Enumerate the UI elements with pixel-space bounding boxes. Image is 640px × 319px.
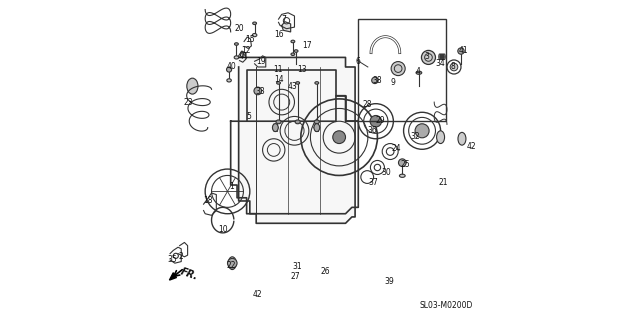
Circle shape [227, 67, 232, 72]
Ellipse shape [276, 120, 281, 124]
Text: 17: 17 [302, 41, 312, 50]
Polygon shape [239, 57, 355, 223]
Text: 39: 39 [385, 277, 394, 286]
Text: 13: 13 [297, 65, 307, 74]
Text: 14: 14 [274, 75, 284, 84]
Text: 8: 8 [451, 62, 456, 70]
Circle shape [422, 50, 435, 64]
Ellipse shape [187, 78, 198, 94]
Text: 18: 18 [203, 197, 212, 205]
Ellipse shape [273, 123, 278, 132]
Text: 10: 10 [218, 225, 228, 234]
Text: 31: 31 [292, 262, 302, 271]
Text: 42: 42 [252, 290, 262, 299]
Ellipse shape [227, 79, 231, 82]
Text: 5: 5 [246, 112, 252, 121]
Text: 20: 20 [235, 24, 244, 33]
Circle shape [399, 159, 406, 167]
Ellipse shape [399, 174, 405, 177]
Text: 6: 6 [355, 57, 360, 66]
Text: 22: 22 [227, 261, 236, 270]
Text: 2: 2 [178, 252, 183, 261]
Text: 38: 38 [372, 76, 381, 85]
Text: 41: 41 [458, 46, 468, 55]
Ellipse shape [291, 40, 295, 43]
Circle shape [254, 87, 262, 95]
Text: 24: 24 [391, 145, 401, 153]
Circle shape [227, 258, 237, 268]
Ellipse shape [228, 257, 236, 270]
Polygon shape [282, 22, 291, 32]
Text: 30: 30 [381, 168, 391, 177]
Text: 19: 19 [257, 57, 266, 66]
Circle shape [450, 63, 458, 71]
Polygon shape [170, 273, 177, 280]
Text: 11: 11 [273, 65, 283, 74]
Text: 23: 23 [184, 98, 193, 107]
Ellipse shape [294, 50, 298, 52]
Ellipse shape [234, 56, 239, 59]
Ellipse shape [252, 33, 257, 37]
Text: 4: 4 [416, 67, 420, 76]
Text: 43: 43 [287, 82, 297, 91]
Text: 15: 15 [245, 35, 255, 44]
Text: 26: 26 [321, 267, 331, 276]
Ellipse shape [314, 123, 320, 132]
Text: 3: 3 [424, 52, 429, 61]
Circle shape [458, 48, 464, 54]
Ellipse shape [314, 120, 319, 124]
Text: 1: 1 [229, 182, 234, 191]
Ellipse shape [416, 71, 422, 74]
Text: 9: 9 [390, 78, 395, 87]
Ellipse shape [253, 22, 257, 25]
Ellipse shape [315, 82, 319, 84]
Ellipse shape [234, 43, 238, 45]
Ellipse shape [458, 132, 466, 145]
Text: 42: 42 [467, 142, 476, 151]
Text: SL03-M0200D: SL03-M0200D [420, 301, 473, 310]
Ellipse shape [291, 53, 295, 56]
Circle shape [370, 115, 381, 127]
Bar [358, 19, 446, 121]
Circle shape [415, 124, 429, 138]
Ellipse shape [296, 82, 300, 84]
Text: 37: 37 [369, 178, 378, 187]
Text: 12: 12 [241, 46, 250, 55]
Circle shape [372, 77, 378, 84]
Text: 32: 32 [410, 132, 420, 141]
Circle shape [333, 131, 346, 144]
Circle shape [391, 62, 405, 76]
Text: 7: 7 [282, 15, 287, 24]
Text: 34: 34 [435, 59, 445, 68]
Text: 25: 25 [400, 160, 410, 169]
Text: 40: 40 [227, 62, 237, 70]
Text: 28: 28 [362, 100, 372, 109]
Text: 16: 16 [274, 30, 284, 39]
Text: 29: 29 [375, 116, 385, 125]
Text: 21: 21 [438, 178, 448, 187]
Ellipse shape [436, 131, 445, 144]
Text: 36: 36 [367, 126, 377, 135]
Text: 27: 27 [291, 272, 300, 281]
Text: FR.: FR. [179, 267, 199, 282]
Text: 44: 44 [239, 52, 248, 61]
Text: 33: 33 [255, 87, 266, 96]
Text: 35: 35 [168, 255, 177, 263]
Ellipse shape [295, 120, 300, 124]
Ellipse shape [276, 82, 280, 84]
